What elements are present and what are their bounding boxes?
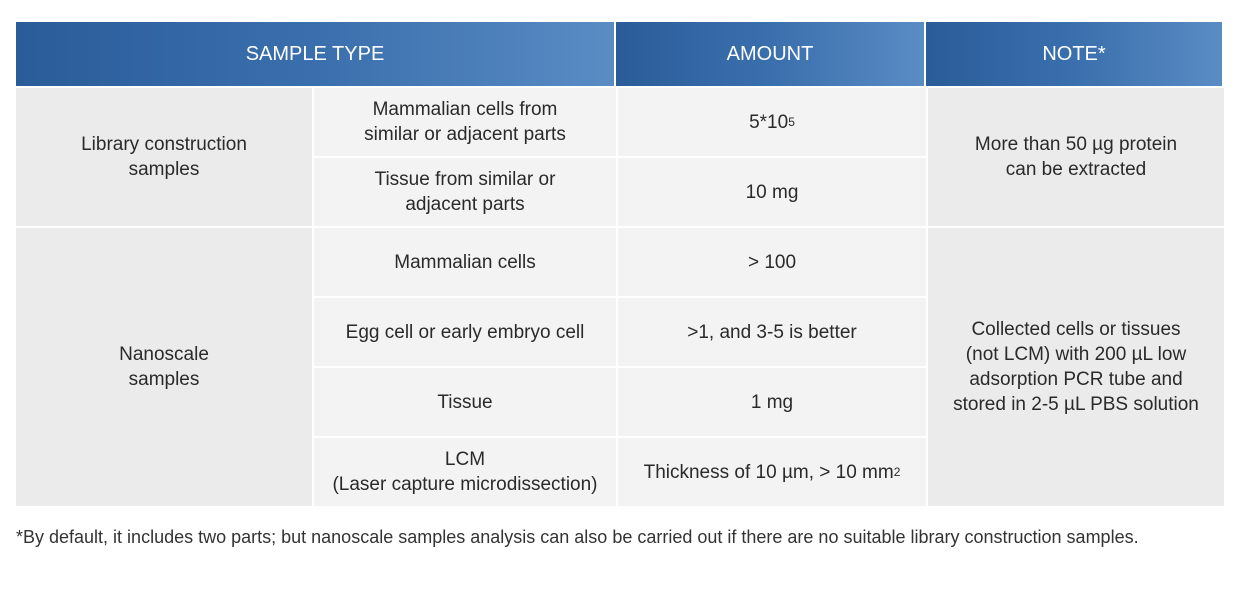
amount-cell: Thickness of 10 µm, > 10 mm 2 bbox=[618, 438, 926, 506]
amount-value: Thickness of 10 µm, > 10 mm bbox=[643, 461, 894, 483]
header-divider bbox=[614, 22, 616, 86]
note-cell-nanoscale: Collected cells or tissues (not LCM) wit… bbox=[928, 228, 1224, 506]
amount-cell: 1 mg bbox=[618, 368, 926, 436]
footnote: *By default, it includes two parts; but … bbox=[16, 527, 1139, 547]
header-note: NOTE* bbox=[926, 22, 1222, 86]
sample-type-cell: Egg cell or early embryo cell bbox=[314, 298, 616, 366]
amount-cell: 5*10 5 bbox=[618, 88, 926, 156]
header-amount: AMOUNT bbox=[616, 22, 924, 86]
sample-type-cell: LCM (Laser capture microdissection) bbox=[314, 438, 616, 506]
sample-type-cell: Tissue bbox=[314, 368, 616, 436]
sample-type-cell: Mammalian cells from similar or adjacent… bbox=[314, 88, 616, 156]
header-divider bbox=[924, 22, 926, 86]
sample-type-cell: Tissue from similar or adjacent parts bbox=[314, 158, 616, 226]
sample-requirements-table: SAMPLE TYPE AMOUNT NOTE* Library constru… bbox=[16, 22, 1224, 506]
note-cell-library: More than 50 µg protein can be extracted bbox=[928, 88, 1224, 226]
table-header-row: SAMPLE TYPE AMOUNT NOTE* bbox=[16, 22, 1224, 86]
header-sample-type: SAMPLE TYPE bbox=[16, 22, 614, 86]
amount-value: 5*10 bbox=[749, 111, 789, 133]
group-label-library: Library construction samples bbox=[16, 88, 312, 226]
group-label-nanoscale: Nanoscale samples bbox=[16, 228, 312, 506]
amount-cell: > 100 bbox=[618, 228, 926, 296]
sample-type-cell: Mammalian cells bbox=[314, 228, 616, 296]
amount-cell: >1, and 3-5 is better bbox=[618, 298, 926, 366]
amount-cell: 10 mg bbox=[618, 158, 926, 226]
